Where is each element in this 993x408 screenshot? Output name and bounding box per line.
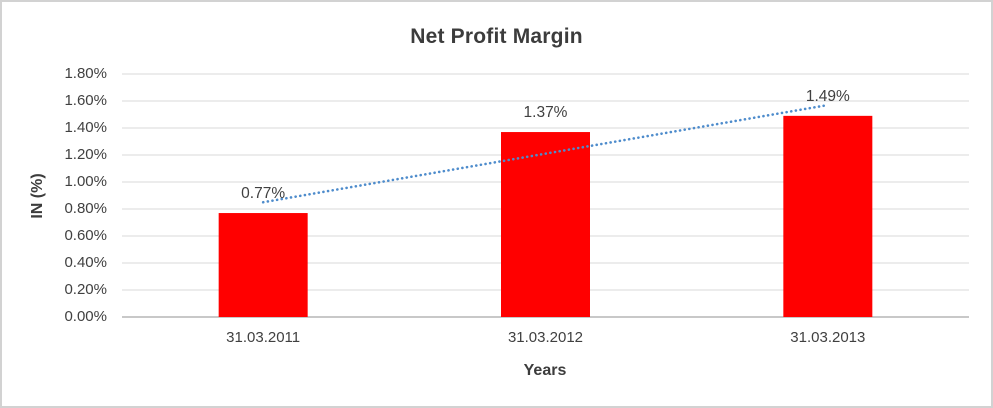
bar-31.03.2013 (783, 115, 873, 317)
x-category-label: 31.03.2013 (790, 329, 866, 346)
y-tick-label: 0.60% (64, 227, 107, 244)
data-label: 1.49% (805, 87, 850, 105)
data-label: 0.77% (241, 185, 286, 203)
y-tick-label: 1.80% (64, 65, 107, 82)
y-tick-label: 0.40% (64, 254, 107, 271)
data-label: 1.37% (523, 104, 568, 122)
y-tick-label: 0.20% (64, 281, 107, 298)
y-tick-label: 1.40% (64, 119, 107, 136)
y-tick-label: 0.80% (64, 200, 107, 217)
y-tick-label: 0.00% (64, 308, 107, 325)
y-tick-label: 1.00% (64, 173, 107, 190)
bar-31.03.2012 (501, 132, 590, 317)
trendline (261, 103, 830, 204)
x-category-label: 31.03.2011 (226, 329, 301, 346)
x-category-label: 31.03.2012 (507, 329, 584, 346)
chart-title: Net Profit Margin (410, 25, 583, 48)
x-axis-title: Years (523, 362, 567, 379)
y-tick-label: 1.60% (64, 92, 107, 109)
bar-31.03.2011 (218, 213, 308, 317)
y-tick-label: 1.20% (64, 146, 107, 163)
